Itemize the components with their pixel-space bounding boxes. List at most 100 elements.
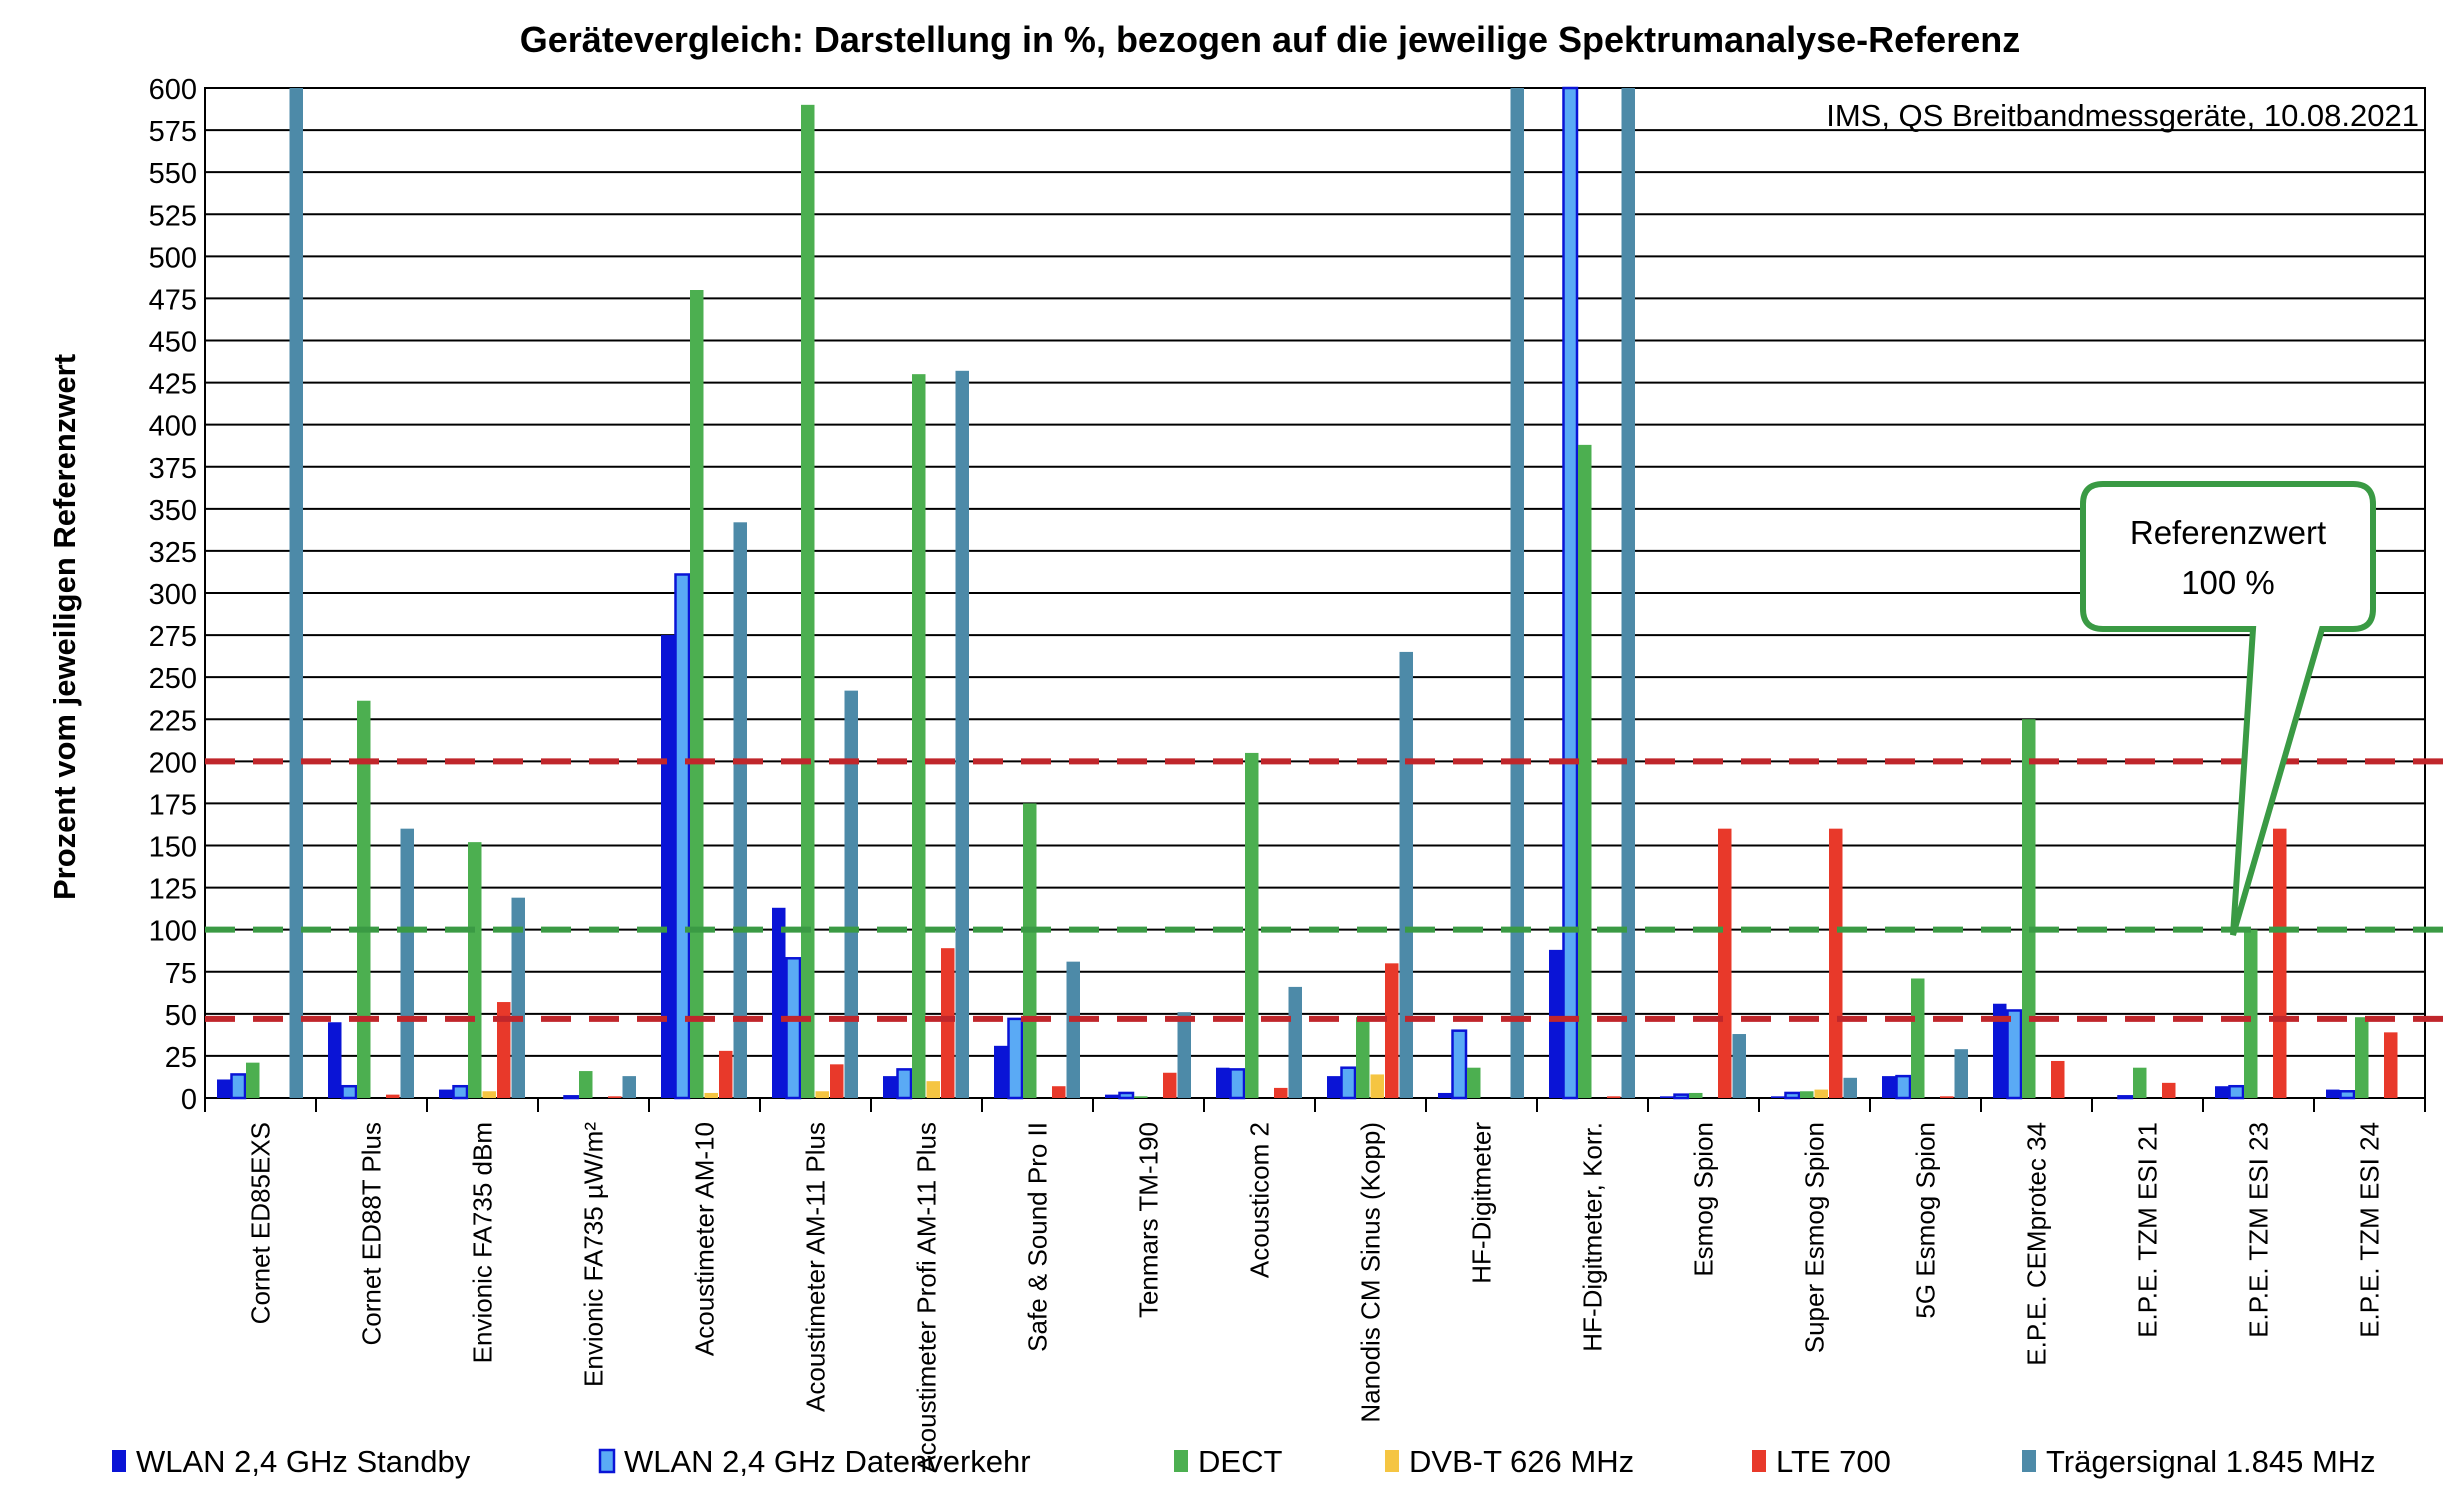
bar	[1689, 1092, 1703, 1098]
bar	[1007, 1017, 1024, 1100]
x-tick-label: Acoustimeter AM-11 Plus	[801, 1122, 831, 1412]
bar	[452, 1084, 469, 1100]
bar	[704, 1092, 718, 1098]
bar	[1578, 444, 1592, 1098]
bar	[772, 907, 786, 1098]
bar	[289, 88, 303, 1098]
y-tick-label: 325	[149, 537, 197, 569]
y-tick-label: 525	[149, 200, 197, 232]
bar	[1814, 1089, 1828, 1098]
legend-swatch	[1174, 1450, 1188, 1472]
bar	[2384, 1032, 2398, 1098]
bar	[1451, 1029, 1468, 1100]
bar	[1562, 86, 1579, 1100]
bar	[830, 1064, 844, 1098]
bar	[497, 1002, 511, 1098]
bar	[1118, 1091, 1135, 1100]
bar	[1066, 961, 1080, 1098]
x-tick-label: Cornet ED88T Plus	[357, 1122, 387, 1346]
x-tick-label: E.P.E. CEMprotec 34	[2022, 1122, 2052, 1366]
bar	[785, 957, 802, 1100]
bar	[994, 1045, 1008, 1098]
bar	[2162, 1082, 2176, 1098]
bar	[1954, 1049, 1968, 1098]
bar	[608, 1096, 622, 1098]
bar	[1660, 1096, 1674, 1098]
bar	[690, 290, 704, 1098]
bar	[815, 1091, 829, 1098]
bar	[1274, 1087, 1288, 1098]
bar	[1177, 1012, 1191, 1098]
bar	[1607, 1096, 1621, 1098]
y-tick-label: 125	[149, 874, 197, 906]
bar	[2228, 1084, 2245, 1100]
bar	[246, 1062, 260, 1098]
bar	[1438, 1092, 1452, 1098]
y-tick-label: 475	[149, 284, 197, 316]
bar	[2355, 1017, 2369, 1098]
x-tick-label: Envionic FA735 µW/m²	[579, 1122, 609, 1387]
legend-label: WLAN 2,4 GHz Datenverkehr	[624, 1444, 1031, 1479]
bar	[1216, 1067, 1230, 1098]
x-tick-label: Acoustimeter AM-10	[690, 1122, 720, 1356]
bar	[1245, 752, 1259, 1098]
bar	[955, 370, 969, 1098]
x-tick-label: Envionic FA735 dBm	[468, 1122, 498, 1363]
bar	[1023, 803, 1037, 1098]
bar	[482, 1091, 496, 1098]
legend-swatch	[598, 1448, 616, 1474]
x-tick-label: HF-Digitmeter	[1467, 1122, 1497, 1284]
callout-line-1: Referenzwert	[2130, 514, 2326, 551]
y-tick-label: 75	[165, 958, 197, 990]
bar	[941, 948, 955, 1098]
y-tick-label: 200	[149, 747, 197, 779]
bar	[912, 374, 926, 1099]
bar	[357, 700, 371, 1098]
legend-label: LTE 700	[1776, 1444, 1891, 1479]
bar	[468, 842, 482, 1098]
bar	[622, 1076, 636, 1098]
bar	[1843, 1077, 1857, 1098]
bar	[217, 1079, 231, 1098]
x-tick-label: 5G Esmog Spion	[1911, 1122, 1941, 1319]
bar	[2051, 1060, 2065, 1098]
bar	[1621, 88, 1635, 1098]
x-tick-label: E.P.E. TZM ESI 24	[2355, 1122, 2385, 1338]
y-tick-label: 225	[149, 705, 197, 737]
bar	[674, 573, 691, 1100]
bar	[341, 1084, 358, 1100]
callout-line-2: 100 %	[2181, 564, 2275, 601]
y-axis-label: Prozent vom jeweiligen Referenzwert	[47, 354, 82, 900]
legend-swatch	[112, 1450, 126, 1472]
bar	[328, 1022, 342, 1098]
y-tick-label: 375	[149, 453, 197, 485]
bar	[1510, 88, 1524, 1098]
bar	[1467, 1067, 1481, 1098]
bar	[1340, 1066, 1357, 1100]
bar	[1052, 1086, 1066, 1098]
bar	[1356, 1017, 1370, 1098]
legend-label: DVB-T 626 MHz	[1409, 1444, 1634, 1479]
x-tick-label: E.P.E. TZM ESI 21	[2133, 1122, 2163, 1338]
y-tick-label: 350	[149, 495, 197, 527]
bar	[1134, 1096, 1148, 1098]
bar	[733, 522, 747, 1098]
bar	[1105, 1094, 1119, 1098]
bar	[926, 1081, 940, 1098]
x-tick-label: Cornet ED85EXS	[246, 1122, 276, 1324]
y-tick-label: 550	[149, 158, 197, 190]
bar	[1229, 1068, 1246, 1100]
y-tick-label: 300	[149, 579, 197, 611]
bar	[1288, 986, 1302, 1098]
bar	[563, 1095, 580, 1100]
bar	[2117, 1095, 2134, 1100]
bar	[511, 897, 525, 1098]
bar	[579, 1071, 593, 1098]
bar	[2244, 929, 2258, 1098]
bar	[1718, 828, 1732, 1098]
bar	[2133, 1067, 2147, 1098]
x-tick-label: Acousticom 2	[1245, 1122, 1275, 1278]
y-tick-label: 25	[165, 1042, 197, 1074]
